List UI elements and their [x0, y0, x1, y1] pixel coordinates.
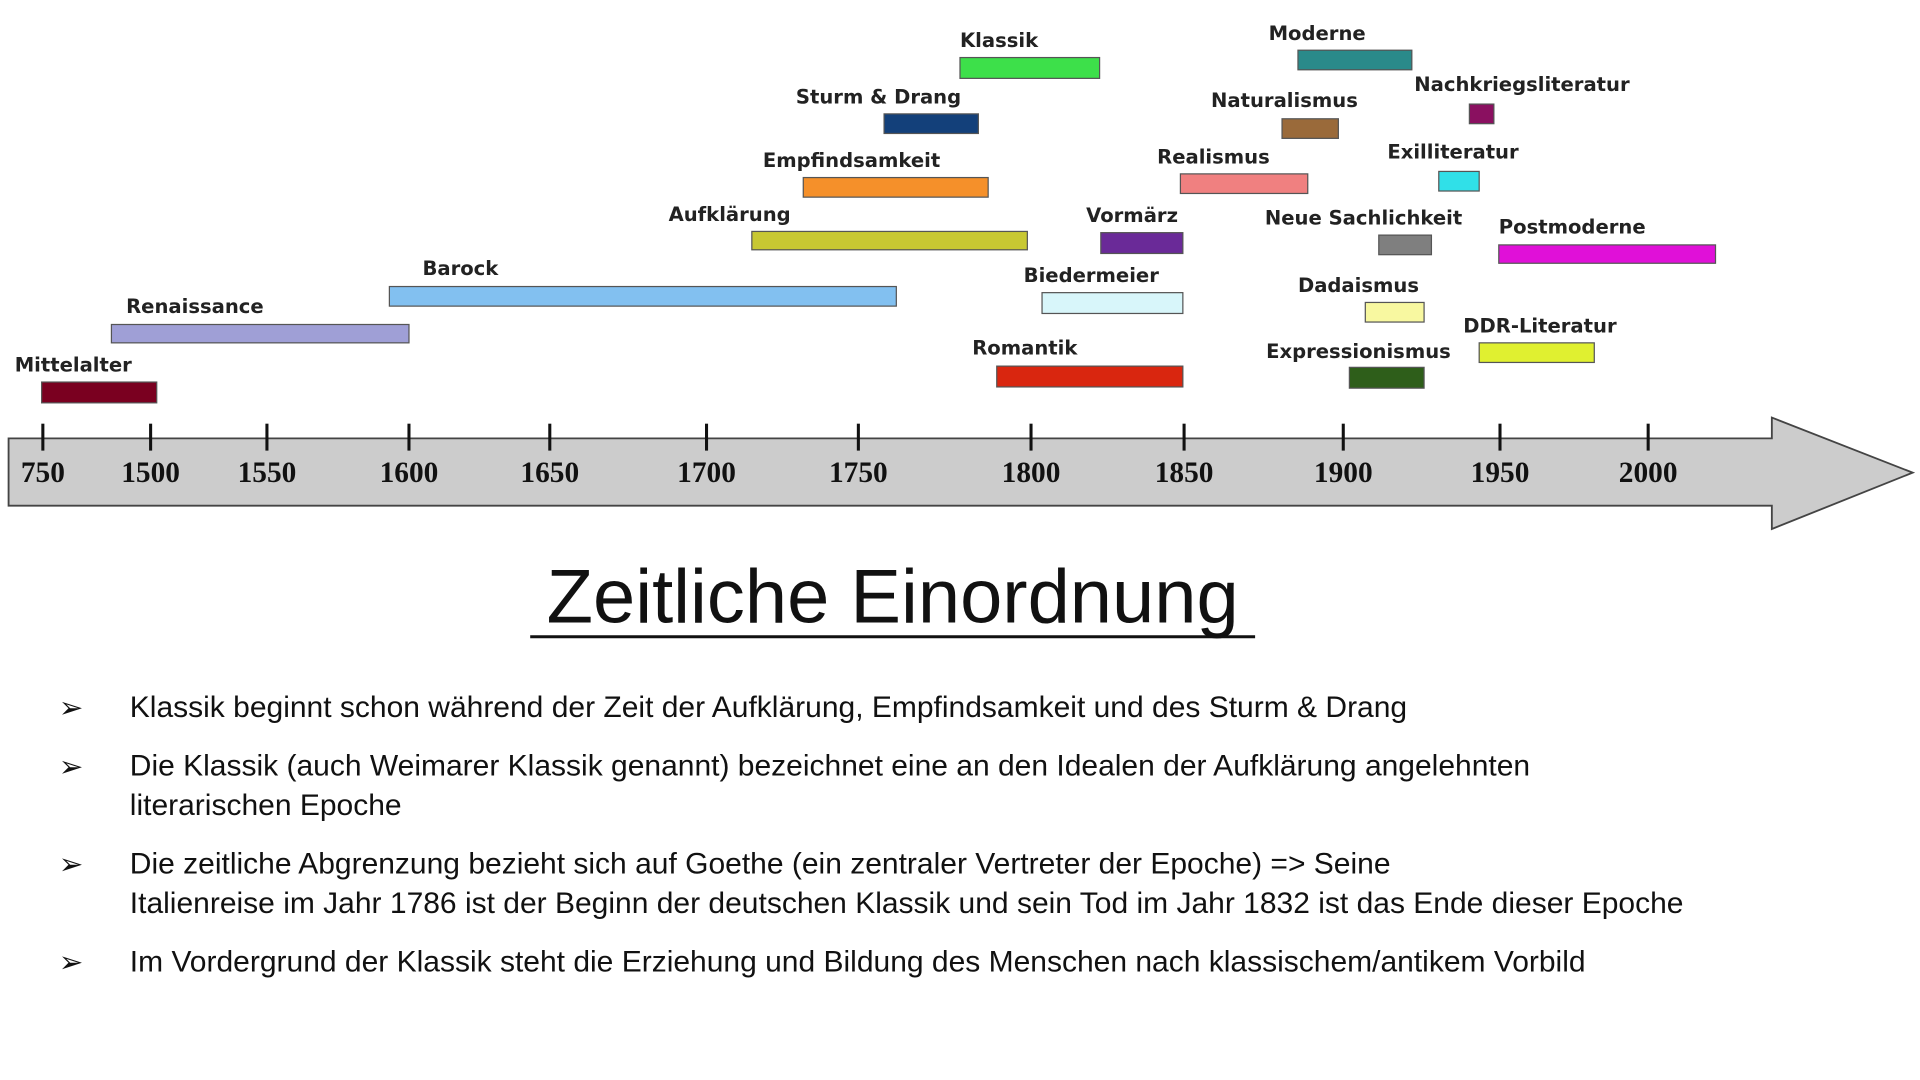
- bullet-arrow: ➢: [59, 847, 84, 881]
- bullet-text: Klassik beginnt schon während der Zeit d…: [130, 691, 1407, 724]
- epoch-bar: [1498, 244, 1717, 264]
- year-label: 1950: [1471, 457, 1530, 489]
- year-label: 1750: [829, 457, 888, 489]
- bullet-arrow: ➢: [59, 690, 84, 724]
- timeline-arrow: [7, 416, 1916, 531]
- epoch-bar: [1348, 366, 1425, 389]
- epoch-label: DDR-Literatur: [1463, 314, 1617, 337]
- epoch-label: Exilliteratur: [1387, 141, 1519, 164]
- heading: Zeitliche Einordnung: [547, 554, 1239, 639]
- epoch-bar: [1364, 301, 1425, 323]
- epoch-label: Biedermeier: [1024, 264, 1160, 287]
- bullet-text: Italienreise im Jahr 1786 ist der Beginn…: [130, 887, 1684, 920]
- year-label: 1900: [1314, 457, 1373, 489]
- epoch-bar: [110, 323, 410, 344]
- epoch-label: Naturalismus: [1211, 89, 1358, 112]
- epoch-bar: [751, 230, 1028, 251]
- epoch-label: Nachkriegsliteratur: [1414, 73, 1630, 96]
- epoch-label: Expressionismus: [1266, 340, 1451, 363]
- epoch-bar: [1378, 234, 1433, 256]
- bullet-text: Die Klassik (auch Weimarer Klassik genan…: [130, 750, 1530, 783]
- year-label: 1550: [238, 457, 297, 489]
- epoch-label: Empfindsamkeit: [763, 149, 940, 172]
- year-label: 1600: [380, 457, 439, 489]
- year-label: 1800: [1002, 457, 1061, 489]
- epoch-label: Sturm & Drang: [796, 85, 961, 108]
- epoch-bar: [1100, 232, 1184, 255]
- epoch-bar: [802, 176, 989, 198]
- bullet-arrow: ➢: [59, 945, 84, 979]
- year-label: 1650: [520, 457, 579, 489]
- year-label: 2000: [1619, 457, 1678, 489]
- epoch-label: Romantik: [972, 336, 1078, 359]
- bullet-text: Im Vordergrund der Klassik steht die Erz…: [130, 946, 1586, 979]
- epoch-bar: [883, 113, 979, 135]
- epoch-bar: [1478, 342, 1595, 364]
- epoch-label: Moderne: [1269, 22, 1366, 45]
- epoch-bar: [959, 56, 1101, 79]
- epoch-label: Vormärz: [1086, 204, 1178, 227]
- epoch-label: Dadaismus: [1298, 274, 1419, 297]
- epoch-bar: [1281, 118, 1339, 139]
- epoch-bar: [41, 381, 158, 404]
- bullet-text: literarischen Epoche: [130, 789, 402, 822]
- epoch-label: Barock: [422, 257, 499, 280]
- year-label: 1850: [1155, 457, 1214, 489]
- epoch-bar: [388, 285, 897, 307]
- epoch-bar: [1179, 173, 1309, 195]
- epoch-label: Neue Sachlichkeit: [1265, 207, 1462, 230]
- epoch-label: Postmoderne: [1499, 215, 1646, 238]
- epoch-label: Klassik: [960, 29, 1039, 52]
- year-label: 1700: [677, 457, 736, 489]
- epoch-bar: [1297, 49, 1413, 71]
- year-label: 1500: [121, 457, 180, 489]
- epoch-label: Aufklärung: [669, 203, 791, 226]
- year-label: 750: [21, 457, 65, 489]
- bullet-text: Die zeitliche Abgrenzung bezieht sich au…: [130, 848, 1391, 881]
- epoch-label: Renaissance: [126, 295, 264, 318]
- bullet-arrow: ➢: [59, 749, 84, 783]
- epoch-label: Mittelalter: [15, 354, 132, 377]
- epoch-bar: [1041, 292, 1184, 315]
- epoch-bar: [1468, 103, 1495, 125]
- epoch-bar: [1438, 170, 1480, 192]
- epoch-label: Realismus: [1157, 145, 1270, 168]
- epoch-bar: [996, 365, 1184, 388]
